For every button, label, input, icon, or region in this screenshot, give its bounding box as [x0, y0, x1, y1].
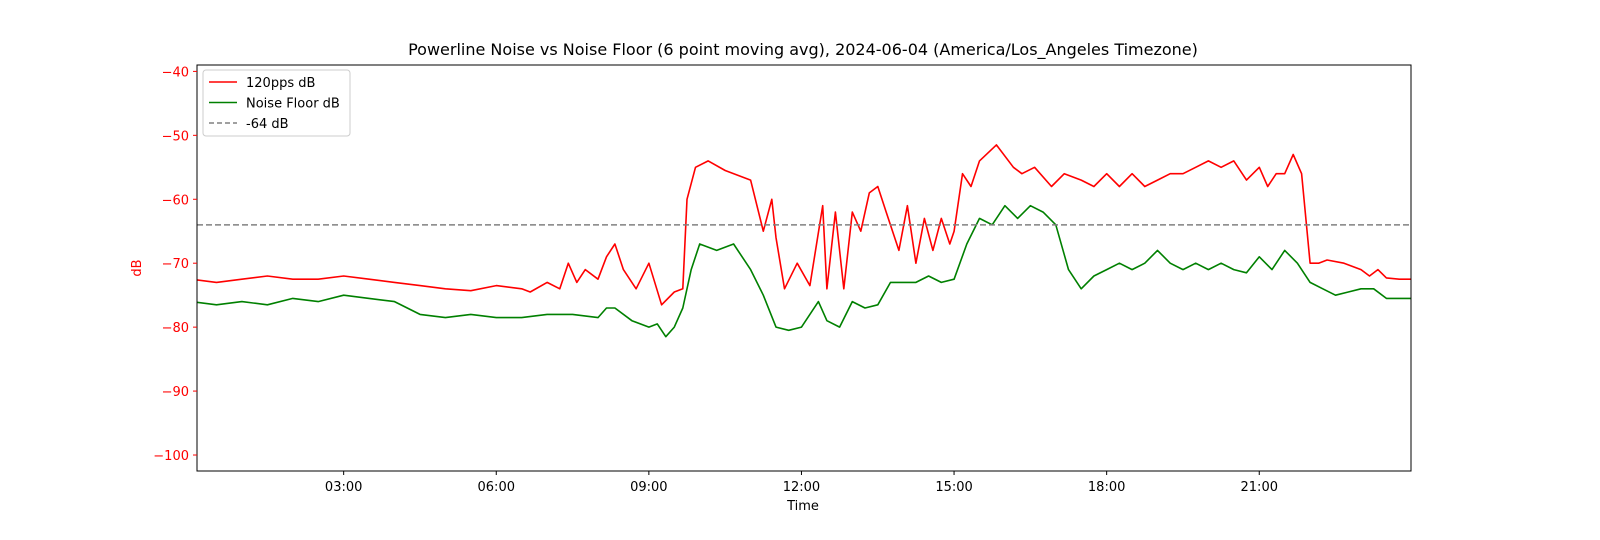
x-tick-label: 18:00: [1088, 480, 1125, 495]
legend: 120pps dB Noise Floor dB -64 dB: [202, 69, 351, 137]
y-tick-label: −70: [162, 257, 189, 272]
chart-title: Powerline Noise vs Noise Floor (6 point …: [408, 40, 1198, 60]
x-tick-label: 21:00: [1241, 480, 1278, 495]
x-axis-label: Time: [786, 499, 819, 514]
y-tick-label: −100: [153, 449, 189, 464]
y-tick-label: −80: [162, 321, 189, 336]
x-tick-label: 09:00: [630, 480, 667, 495]
series-group: [197, 144, 1411, 338]
plot-frame: [196, 64, 1412, 472]
axes: 03:00 06:00 09:00 12:00 15:00 18:00 21:00 −40 −5…: [153, 64, 1412, 495]
x-tick-label: 06:00: [478, 480, 515, 495]
series-line-pps: [197, 144, 1411, 306]
y-tick-label: −50: [162, 129, 189, 144]
legend-box: [202, 69, 351, 137]
x-tick-label: 03:00: [325, 480, 362, 495]
y-tick-label: −90: [162, 385, 189, 400]
series-line-noise-floor: [197, 204, 1411, 338]
legend-label-pps: 120pps dB: [246, 76, 315, 91]
x-tick-label: 12:00: [783, 480, 820, 495]
plot-marks: [197, 144, 1411, 338]
y-axis-label: dB: [130, 259, 145, 276]
x-tick-label: 15:00: [935, 480, 972, 495]
y-tick-label: −60: [162, 193, 189, 208]
legend-label-threshold: -64 dB: [246, 117, 289, 132]
legend-label-noise-floor: Noise Floor dB: [246, 97, 340, 112]
y-tick-label: −40: [162, 65, 189, 80]
